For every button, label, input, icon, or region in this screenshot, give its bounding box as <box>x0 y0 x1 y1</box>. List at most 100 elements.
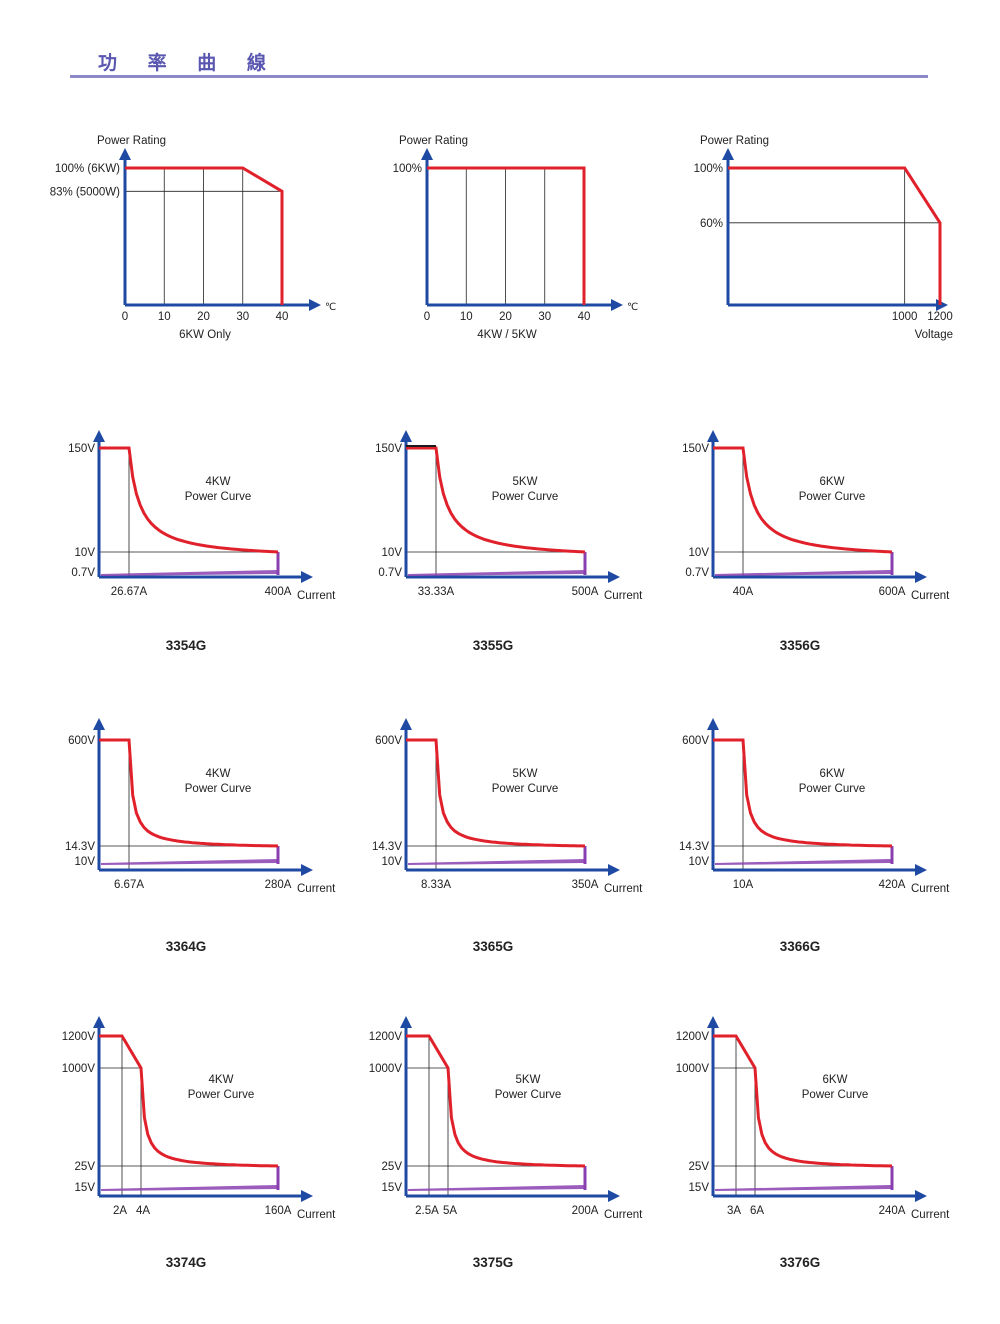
chart-3356G: 150V 10V 0.7V 40A 600A Current 6KW Power Curve 3… <box>682 430 950 653</box>
vmid-label: 14.3V <box>679 841 709 853</box>
x-axis-arrow <box>608 1190 620 1202</box>
vmin-label: 0.7V <box>378 567 402 579</box>
x-tick-label: 40 <box>578 311 591 323</box>
x-axis-arrow <box>915 864 927 876</box>
power-label: 4KW <box>209 1074 234 1086</box>
chart-3376G: 1200V 1000V 25V 15V 3A 6A 240A Current 6KW Power … <box>676 1016 950 1270</box>
x-tick-label: 1000 <box>892 311 918 323</box>
low-voltage-band <box>715 1185 892 1191</box>
y-axis-arrow <box>707 1016 719 1028</box>
model-label: 3354G <box>166 638 207 653</box>
x-tick-label: 0 <box>122 311 128 323</box>
x-axis-arrow <box>608 864 620 876</box>
vmax-label: 1200V <box>369 1031 403 1043</box>
chart-3366G: 600V 14.3V 10V 10A 420A Current 6KW Power Curve… <box>679 718 950 954</box>
chart-3355G: 150V 10V 0.7V 33.33A 500A Current 5KW Power Cur… <box>375 430 643 653</box>
y-axis-arrow <box>400 1016 412 1028</box>
power-curve-line <box>406 738 586 848</box>
vmid-label: 10V <box>689 547 710 559</box>
imax-label: 500A <box>572 586 599 598</box>
y-axis-arrow <box>93 430 105 442</box>
imax-label: 200A <box>572 1205 599 1217</box>
curve-label: Power Curve <box>185 491 251 503</box>
x-tick-label: 40 <box>276 311 289 323</box>
power-label: 6KW <box>820 768 845 780</box>
imax-label: 240A <box>879 1205 906 1217</box>
imax-label: 280A <box>265 879 292 891</box>
x-axis-arrow <box>301 1190 313 1202</box>
imax-label: 160A <box>265 1205 292 1217</box>
y-axis-arrow <box>93 718 105 730</box>
low-voltage-band <box>101 859 278 865</box>
vmax-label: 600V <box>68 735 95 747</box>
vknee-label: 1000V <box>62 1063 96 1075</box>
curve-label: Power Curve <box>185 783 251 795</box>
vmax-label: 150V <box>375 443 402 455</box>
x-axis-title: Current <box>604 590 643 602</box>
y-axis-arrow <box>722 148 734 160</box>
x-axis-title: Current <box>911 1209 950 1221</box>
i1-label: 6.67A <box>114 879 144 891</box>
x-axis-title: Current <box>604 1209 643 1221</box>
x-tick-label: 30 <box>538 311 551 323</box>
x-tick-label: 30 <box>236 311 249 323</box>
power-curve-line <box>99 1034 279 1168</box>
y-tick-label: 100% <box>694 163 723 175</box>
i1-label: 40A <box>733 586 754 598</box>
chart-3365G: 600V 14.3V 10V 8.33A 350A Current 5KW Power Cur… <box>372 718 643 954</box>
vmin-label: 15V <box>75 1182 96 1194</box>
vmax-label: 600V <box>682 735 709 747</box>
power-curve-line <box>713 1034 893 1168</box>
chart-3374G: 1200V 1000V 25V 15V 2A 4A 160A Current 4KW Power … <box>62 1016 336 1270</box>
vmid-label: 10V <box>382 547 403 559</box>
vmin-label: 0.7V <box>71 567 95 579</box>
chart-derating-temp-4-5kw: Power Rating 100% 0 10 20 30 40 ℃ 4KW / 5KW <box>393 135 639 341</box>
vmid-label: 10V <box>75 547 96 559</box>
x-tick-label: 0 <box>424 311 430 323</box>
x-axis-unit: ℃ <box>627 302 638 313</box>
vmax-label: 150V <box>68 443 95 455</box>
low-voltage-band <box>715 859 892 865</box>
i2-label: 5A <box>443 1205 457 1217</box>
vmin-label: 10V <box>689 856 710 868</box>
x-tick-label: 10 <box>460 311 473 323</box>
vmax-label: 1200V <box>62 1031 96 1043</box>
x-axis-title: Current <box>604 883 643 895</box>
low-voltage-band <box>408 859 585 865</box>
curve-label: Power Curve <box>802 1089 868 1101</box>
x-axis-arrow <box>915 571 927 583</box>
vknee-label: 1000V <box>676 1063 710 1075</box>
x-tick-label: 1200 <box>927 311 953 323</box>
low-voltage-band <box>715 570 892 576</box>
y-tick-label: 100% <box>393 163 422 175</box>
i1-label: 2.5A <box>415 1205 439 1217</box>
y-axis-arrow <box>707 430 719 442</box>
curve-label: Power Curve <box>799 783 865 795</box>
power-label: 6KW <box>823 1074 848 1086</box>
curve-label: Power Curve <box>492 491 558 503</box>
vmid-label: 14.3V <box>65 841 95 853</box>
chart-3354G: 150V 10V 0.7V 26.67A 400A Current 4KW Power Cur… <box>68 430 336 653</box>
power-label: 4KW <box>206 768 231 780</box>
x-axis-arrow <box>608 571 620 583</box>
power-label: 5KW <box>516 1074 541 1086</box>
power-curve-line <box>713 446 893 554</box>
i2-label: 6A <box>750 1205 764 1217</box>
imax-label: 400A <box>265 586 292 598</box>
model-label: 3376G <box>780 1255 821 1270</box>
model-label: 3355G <box>473 638 514 653</box>
power-curve-line <box>713 738 893 848</box>
imax-label: 350A <box>572 879 599 891</box>
low-voltage-band <box>101 570 278 576</box>
power-curve-line <box>99 738 279 848</box>
curve-label: Power Curve <box>188 1089 254 1101</box>
x-axis-unit: ℃ <box>325 302 336 313</box>
x-axis-title: Current <box>911 590 950 602</box>
chart-3375G: 1200V 1000V 25V 15V 2.5A 5A 200A Current 5KW Powe… <box>369 1016 643 1270</box>
chart-derating-voltage: Power Rating 100% 60% 1000 1200 Voltage <box>694 135 953 341</box>
y-axis-title: Power Rating <box>700 135 769 147</box>
vmin-label: 0.7V <box>685 567 709 579</box>
x-axis-title: Current <box>297 590 336 602</box>
i2-label: 4A <box>136 1205 150 1217</box>
curve-label: Power Curve <box>492 783 558 795</box>
